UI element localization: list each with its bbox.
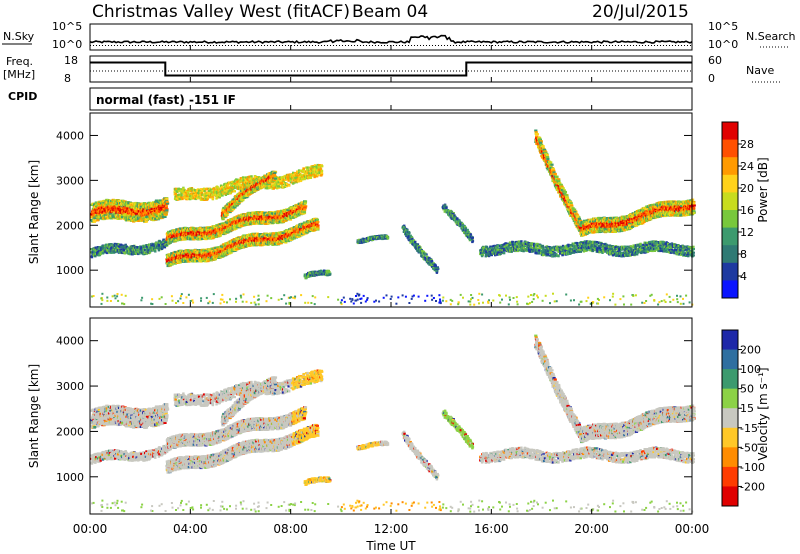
- nsky-label: N.Sky: [3, 30, 35, 43]
- power-cell: [165, 213, 168, 215]
- power-cell: [214, 258, 217, 260]
- freq-tick-low: 8: [64, 72, 71, 85]
- power-cell: [123, 249, 125, 251]
- power-cell: [166, 201, 169, 203]
- power-cell: [96, 219, 99, 221]
- date-label: 20/Jul/2015: [592, 2, 689, 22]
- power-cell: [316, 228, 319, 230]
- power-cell: [165, 209, 168, 211]
- power-cell: [165, 198, 168, 200]
- power-cell: [316, 221, 319, 223]
- power-cell: [158, 249, 160, 251]
- power-cell: [316, 219, 319, 221]
- cpid-label: CPID: [8, 90, 37, 103]
- power-cell: [154, 250, 156, 252]
- power-cell: [316, 225, 319, 227]
- nsearch-tick-high: 10^5: [708, 20, 738, 33]
- radar-summary-plot: Christmas Valley West (fitACF) Beam 04 2…: [0, 0, 800, 554]
- freq-tick-high: 18: [64, 54, 78, 67]
- freq-label: Freq.: [6, 55, 33, 68]
- power-cell: [100, 253, 102, 255]
- power-cell: [94, 255, 96, 257]
- nsearch-tick-low: 10^0: [708, 38, 738, 51]
- power-scatter: [90, 130, 696, 306]
- cpid-value: normal (fast) -151 IF: [96, 93, 236, 107]
- freq-unit-label: [MHz]: [3, 68, 35, 81]
- freq-trace: [90, 63, 692, 76]
- plot-title: Christmas Valley West (fitACF): [92, 2, 350, 22]
- nave-tick-low: 0: [708, 72, 715, 85]
- nsearch-label: N.Search: [746, 30, 796, 43]
- beam-label: Beam 04: [352, 2, 428, 22]
- nave-tick-high: 60: [708, 54, 722, 67]
- nsky-trace: [90, 36, 692, 46]
- nsky-tick-high: 10^5: [52, 20, 82, 33]
- nsky-tick-low: 10^0: [52, 38, 82, 51]
- power-cell: [91, 256, 93, 258]
- nave-label: Nave: [746, 64, 774, 77]
- power-cell: [93, 220, 96, 222]
- nsky-line: [90, 36, 692, 43]
- power-cell: [126, 205, 129, 207]
- power-cell: [163, 216, 166, 218]
- power-cell: [114, 251, 116, 253]
